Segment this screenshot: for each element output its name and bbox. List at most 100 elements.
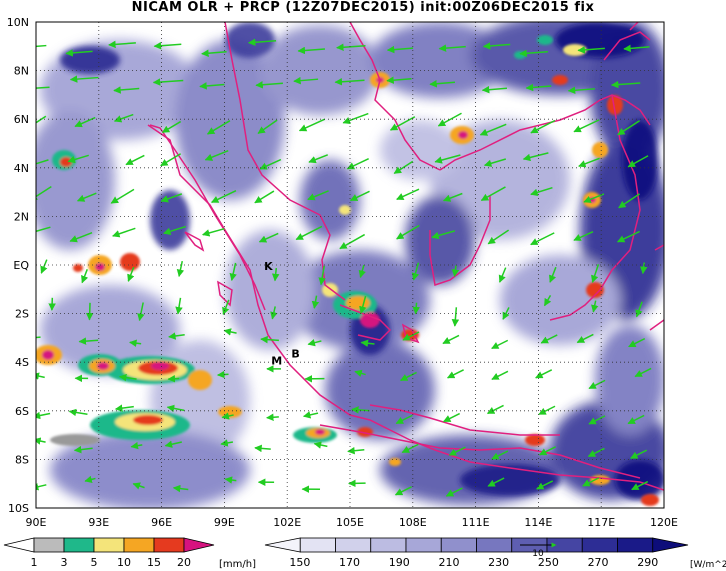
olr-cbar-tick: 290	[637, 556, 658, 569]
precip-cbar-swatch	[93, 537, 125, 553]
wind-arrow	[543, 295, 552, 307]
wind-arrow	[69, 75, 99, 83]
wind-arrow	[628, 337, 646, 348]
wind-arrow	[297, 46, 326, 55]
wind-arrow	[339, 233, 366, 250]
wind-arrow	[549, 266, 557, 283]
wind-arrow	[201, 49, 227, 57]
wind-arrow	[386, 76, 412, 84]
wind-arrow	[434, 154, 461, 164]
wind-arrow	[210, 189, 237, 203]
wind-arrow	[36, 336, 41, 339]
olr-cbar-swatch	[335, 537, 372, 553]
olr-cbar-swatch	[476, 537, 513, 553]
lon-tick-label: 108E	[399, 516, 427, 529]
olr-cbar-end	[652, 537, 689, 553]
wind-arrow	[295, 225, 323, 241]
wind-arrow	[270, 306, 278, 320]
lat-tick-label: 6N	[14, 113, 29, 126]
precip-cbar-tick: 15	[147, 556, 161, 569]
plot-frame	[35, 21, 665, 509]
wind-arrow	[152, 78, 184, 86]
wind-arrow	[114, 404, 134, 412]
wind-arrow	[308, 154, 329, 164]
wind-arrow	[396, 188, 420, 201]
wind-arrow	[591, 264, 600, 283]
lat-tick-label: 10N	[7, 16, 29, 29]
wind-arrow	[635, 301, 643, 318]
lon-tick-label: 114E	[524, 516, 552, 529]
wind-arrow	[69, 232, 93, 243]
wind-arrow	[394, 486, 412, 496]
lat-tick-label: 8N	[14, 65, 29, 78]
wind-arrow	[349, 190, 370, 202]
wind-arrow	[351, 406, 370, 414]
wind-arrow	[483, 158, 507, 167]
wind-arrow	[224, 476, 237, 484]
wind-arrow	[342, 112, 369, 125]
wind-arrow	[640, 262, 648, 275]
wind-arrow	[576, 333, 594, 344]
wind-arrow	[36, 115, 47, 124]
precip-cbar-end	[183, 537, 215, 553]
wind-arrow	[431, 230, 456, 240]
wind-arrow	[118, 373, 137, 382]
wind-arrow	[334, 78, 365, 86]
lon-tick-label: 111E	[462, 516, 490, 529]
site-label: B	[291, 347, 299, 360]
wind-arrow	[540, 334, 558, 344]
wind-arrow	[78, 337, 99, 345]
wind-arrow	[481, 85, 507, 94]
lon-tick-label: 120E	[650, 516, 678, 529]
wind-arrow	[347, 446, 365, 455]
wind-arrow	[36, 159, 49, 165]
wind-arrow	[573, 230, 594, 241]
wind-arrow	[438, 44, 466, 52]
wind-arrow	[160, 153, 182, 167]
olr-cbar-unit: [W/m^2]	[690, 560, 726, 570]
wind-arrow	[153, 41, 182, 50]
olr-cbar-tick: 270	[588, 556, 609, 569]
olr-cbar-tick: 170	[339, 556, 360, 569]
wind-arrow	[411, 262, 420, 281]
wind-arrow	[386, 45, 414, 54]
wind-arrow	[223, 328, 237, 336]
wind-arrow	[67, 154, 89, 164]
wind-arrow	[129, 339, 142, 347]
olr-cbar-swatch	[617, 537, 654, 553]
precip-cbar-swatch	[63, 537, 95, 553]
wind-arrow	[617, 120, 640, 136]
wind-arrow	[307, 339, 322, 347]
wind-arrow	[451, 307, 460, 327]
wind-arrow	[125, 154, 145, 166]
wind-arrow	[161, 120, 182, 134]
wind-arrow	[65, 49, 93, 57]
wind-arrow	[229, 262, 237, 282]
lon-tick-label: 102E	[273, 516, 301, 529]
wind-arrow	[442, 192, 463, 202]
wind-arrow	[358, 264, 366, 279]
wind-arrow	[346, 158, 369, 170]
wind-arrow	[175, 297, 183, 315]
wind-arrow	[591, 300, 599, 313]
wind-arrow	[479, 123, 507, 136]
wind-arrow	[68, 408, 88, 417]
wind-arrow	[336, 43, 366, 51]
chart-title: NICAM OLR + PRCP (12Z07DEC2015) init:00Z…	[131, 0, 595, 15]
olr-cbar-tick: 250	[538, 556, 559, 569]
coastlines	[147, 22, 664, 491]
wind-arrow	[36, 86, 50, 89]
wind-arrow	[399, 371, 417, 382]
wind-arrow	[618, 193, 640, 209]
lon-tick-label: 93E	[88, 516, 109, 529]
wind-arrow	[137, 302, 145, 322]
lon-tick-label: 105E	[336, 516, 364, 529]
olr-cbar-swatch	[581, 537, 618, 553]
latitude-labels: 10N 8N 6N 4N 2N EQ 2S 4S 6S 8S 10S	[7, 16, 30, 515]
olr-colorbar: 150 170 190 210 230 250 270 290 10 [W/m^2]	[264, 537, 726, 570]
lon-tick-label: 96E	[151, 516, 172, 529]
wind-arrow	[360, 339, 375, 347]
wind-arrow	[536, 480, 554, 490]
wind-arrow	[260, 335, 279, 344]
